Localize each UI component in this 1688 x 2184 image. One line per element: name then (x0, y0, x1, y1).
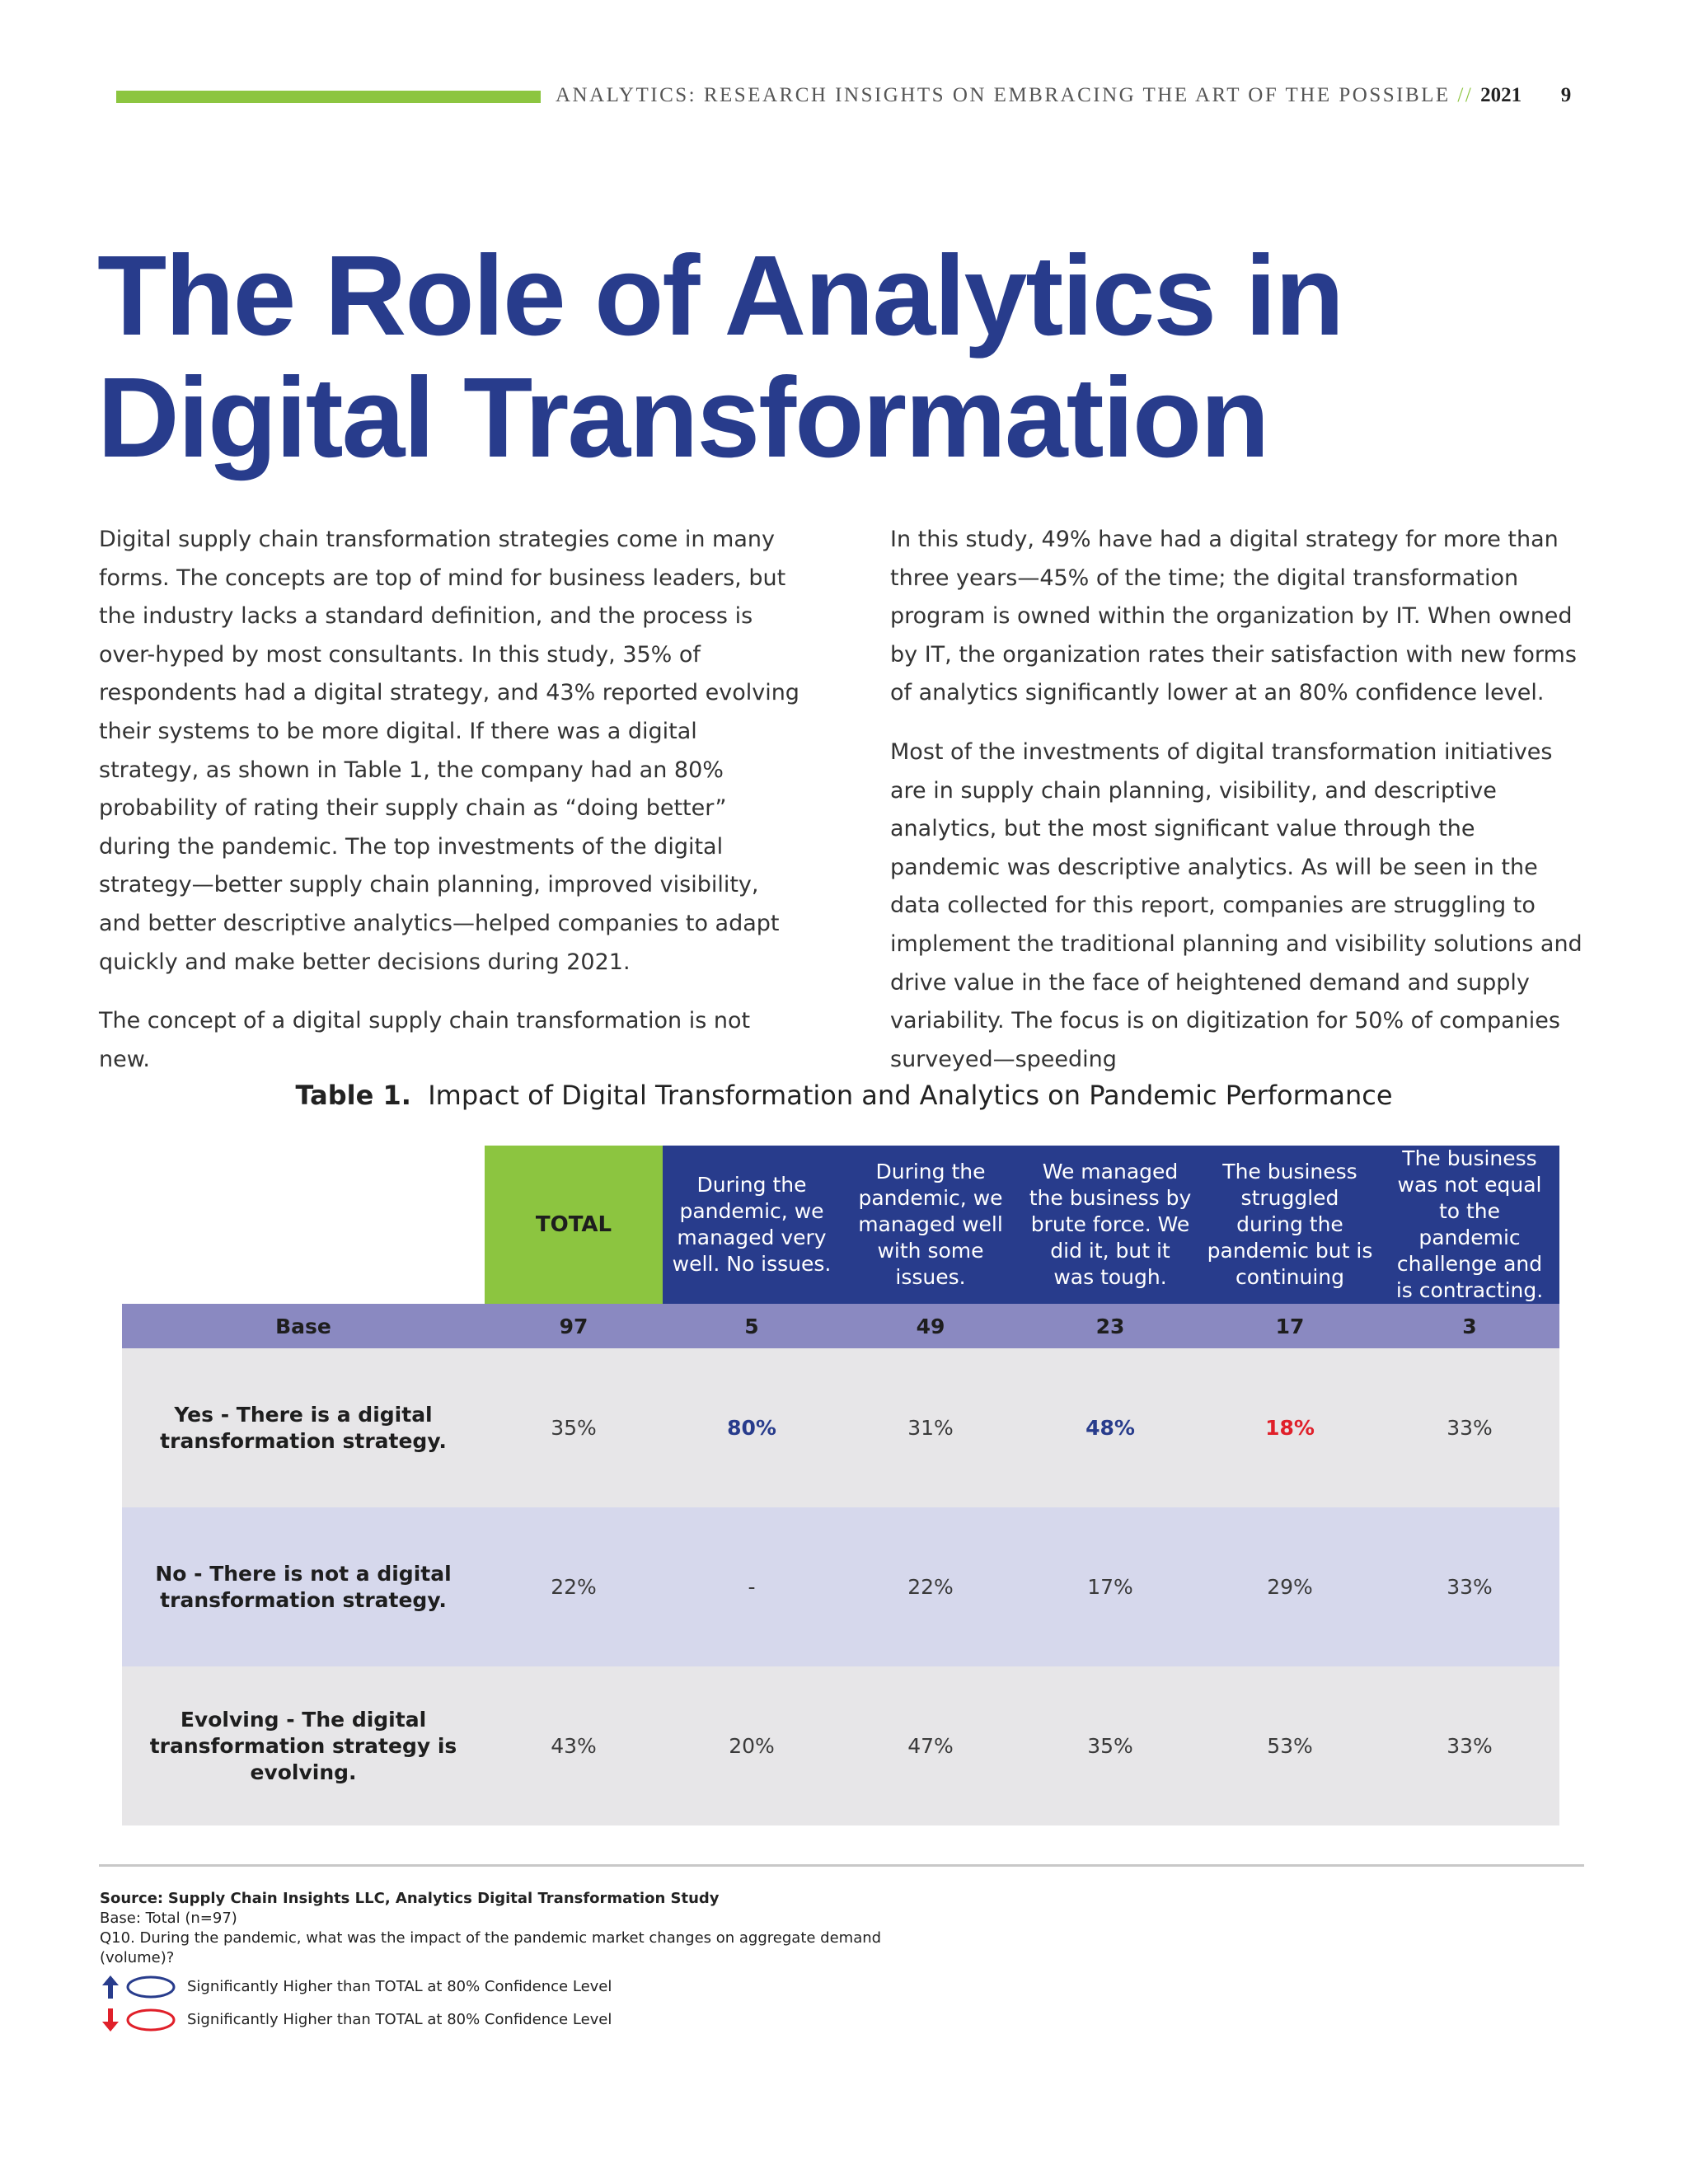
body-paragraph: Most of the investments of digital trans… (890, 738, 1582, 1072)
cell-total: 43% (551, 1734, 597, 1758)
running-head-separator: // (1457, 84, 1474, 106)
question-note: Q10. During the pandemic, what was the i… (100, 1929, 882, 1966)
cell-value: 29% (1267, 1575, 1313, 1599)
running-head-year: 2021 (1480, 84, 1522, 106)
table-header-col-5: The business was not equal to the pandem… (1380, 1146, 1559, 1304)
red-down-arrow-icon (102, 2008, 176, 2032)
header-accent-bar (116, 91, 541, 103)
page-number: 9 (1560, 84, 1572, 106)
cell-significant-lower: 18% (1265, 1416, 1315, 1440)
cell-value: - (748, 1575, 756, 1599)
base-note: Base: Total (n=97) (100, 1910, 237, 1927)
page-title-line-2: Digital Transformation (97, 354, 1269, 481)
impact-table: TOTAL During the pandemic, we managed ve… (122, 1146, 1559, 1825)
legend-item-higher: Significantly Higher than TOTAL at 80% C… (100, 1973, 924, 2001)
page-title-line-1: The Role of Analytics in (97, 232, 1344, 359)
table-header-col-2: During the pandemic, we managed well wit… (841, 1146, 1020, 1304)
body-paragraph: In this study, 49% have had a digital st… (890, 527, 1577, 706)
body-column-left: Digital supply chain transformation stra… (99, 521, 799, 1099)
body-paragraph: Digital supply chain transformation stra… (99, 527, 799, 975)
cell-value: 33% (1447, 1734, 1493, 1758)
legend-item-lower: Significantly Higher than TOTAL at 80% C… (100, 2006, 924, 2034)
row-label: Evolving - The digital transformation st… (149, 1707, 457, 1784)
table-header-total: TOTAL (485, 1146, 663, 1304)
table-caption-number: Table 1. (295, 1080, 411, 1111)
source-prefix: Source: (100, 1890, 164, 1907)
cell-value: 31% (907, 1416, 954, 1440)
cell-value: 53% (1267, 1734, 1313, 1758)
running-head: ANALYTICS: RESEARCH INSIGHTS ON EMBRACIN… (556, 84, 1522, 107)
cell-significant-higher: 48% (1085, 1416, 1135, 1440)
cell-value: 20% (729, 1734, 775, 1758)
table-row-yes: Yes - There is a digital transformation … (122, 1348, 1559, 1507)
table-header-col-4: The business struggled during the pandem… (1200, 1146, 1380, 1304)
base-total: 97 (559, 1314, 588, 1338)
base-value: 5 (744, 1314, 759, 1338)
cell-value: 35% (1087, 1734, 1133, 1758)
table-base-row: Base 97 5 49 23 17 3 (122, 1304, 1559, 1348)
table-header-blank (122, 1146, 485, 1304)
table-header-col-1: During the pandemic, we managed very wel… (663, 1146, 841, 1304)
table-notes: Source: Supply Chain Insights LLC, Analy… (100, 1889, 924, 2034)
page-title: The Role of Analytics in Digital Transfo… (97, 235, 1581, 479)
cell-value: 17% (1087, 1575, 1133, 1599)
cell-significant-higher: 80% (727, 1416, 776, 1440)
cell-total: 35% (551, 1416, 597, 1440)
row-label: No - There is not a digital transformati… (155, 1561, 452, 1612)
base-value: 17 (1275, 1314, 1305, 1338)
source-note: Source: Supply Chain Insights LLC, Analy… (100, 1889, 924, 1909)
cell-value: 22% (907, 1575, 954, 1599)
cell-value: 47% (907, 1734, 954, 1758)
table-row-evolving: Evolving - The digital transformation st… (122, 1666, 1559, 1825)
table-row-no: No - There is not a digital transformati… (122, 1507, 1559, 1666)
base-value: 49 (916, 1314, 945, 1338)
table-header-row: TOTAL During the pandemic, we managed ve… (122, 1146, 1559, 1304)
running-head-text: ANALYTICS: RESEARCH INSIGHTS ON EMBRACIN… (556, 84, 1451, 106)
cell-value: 33% (1447, 1575, 1493, 1599)
legend-text: Significantly Higher than TOTAL at 80% C… (187, 1978, 612, 1995)
body-paragraph: The concept of a digital supply chain tr… (99, 1008, 751, 1072)
cell-total: 22% (551, 1575, 597, 1599)
legend-text: Significantly Higher than TOTAL at 80% C… (187, 2011, 612, 2028)
base-label: Base (275, 1314, 331, 1338)
blue-up-arrow-icon (102, 1975, 176, 1999)
base-value: 3 (1462, 1314, 1477, 1338)
body-column-right: In this study, 49% have had a digital st… (890, 521, 1591, 1099)
cell-value: 33% (1447, 1416, 1493, 1440)
table-caption: Table 1. Impact of Digital Transformatio… (0, 1080, 1688, 1111)
base-value: 23 (1095, 1314, 1125, 1338)
row-label: Yes - There is a digital transformation … (160, 1402, 447, 1453)
table-header-col-3: We managed the business by brute force. … (1020, 1146, 1200, 1304)
table-caption-text: Impact of Digital Transformation and Ana… (428, 1080, 1393, 1111)
footer-divider (99, 1864, 1584, 1867)
source-text: Supply Chain Insights LLC, Analytics Dig… (167, 1890, 720, 1907)
